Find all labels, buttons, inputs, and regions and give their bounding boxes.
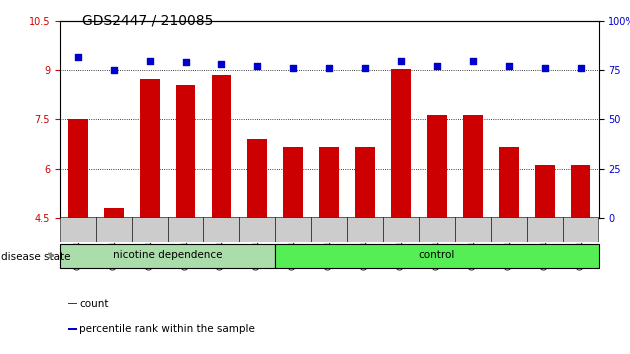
- Point: [324, 65, 334, 71]
- Bar: [60, 244, 275, 268]
- Point: [504, 64, 514, 69]
- Point: [180, 60, 190, 65]
- Text: count: count: [79, 298, 109, 309]
- Point: [396, 58, 406, 63]
- Point: [576, 65, 586, 71]
- Bar: [383, 217, 419, 242]
- Point: [252, 64, 263, 69]
- Bar: [68, 303, 77, 304]
- Text: percentile rank within the sample: percentile rank within the sample: [79, 324, 255, 334]
- Bar: [535, 165, 554, 218]
- Bar: [563, 217, 598, 242]
- Text: disease state: disease state: [1, 252, 71, 262]
- Text: control: control: [419, 250, 455, 260]
- Text: nicotine dependence: nicotine dependence: [113, 250, 222, 260]
- Point: [288, 65, 299, 71]
- Bar: [104, 208, 123, 218]
- Bar: [176, 85, 195, 218]
- Bar: [275, 217, 311, 242]
- Point: [144, 58, 155, 63]
- Text: GDS2447 / 210085: GDS2447 / 210085: [82, 13, 214, 27]
- Bar: [96, 217, 132, 242]
- Bar: [311, 217, 347, 242]
- Bar: [427, 115, 447, 218]
- Bar: [68, 120, 88, 218]
- Bar: [248, 139, 267, 218]
- Bar: [212, 75, 231, 218]
- Point: [108, 68, 118, 73]
- Point: [360, 65, 370, 71]
- Point: [539, 65, 549, 71]
- Bar: [455, 217, 491, 242]
- Bar: [463, 115, 483, 218]
- Bar: [391, 69, 411, 218]
- Bar: [491, 217, 527, 242]
- Bar: [527, 217, 563, 242]
- Point: [467, 58, 478, 63]
- Bar: [203, 217, 239, 242]
- Bar: [499, 147, 518, 218]
- Bar: [239, 217, 275, 242]
- Bar: [132, 217, 168, 242]
- Point: [73, 54, 83, 59]
- Bar: [355, 147, 375, 218]
- Point: [217, 62, 227, 67]
- Bar: [571, 165, 590, 218]
- Bar: [68, 328, 77, 330]
- Bar: [60, 217, 96, 242]
- Bar: [140, 79, 159, 218]
- Bar: [168, 217, 203, 242]
- Bar: [419, 217, 455, 242]
- Bar: [275, 244, 598, 268]
- Point: [432, 64, 442, 69]
- Bar: [347, 217, 383, 242]
- Bar: [284, 147, 303, 218]
- Bar: [319, 147, 339, 218]
